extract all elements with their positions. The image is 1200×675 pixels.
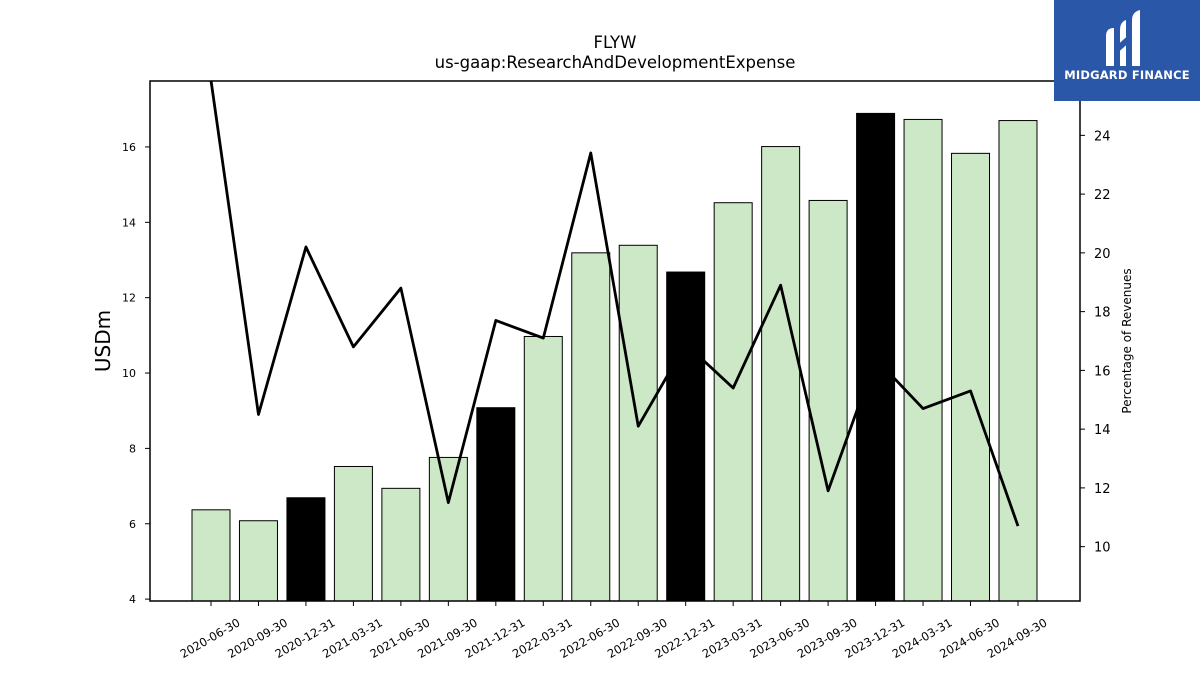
y-tick-label: 6 — [129, 518, 136, 531]
bar — [428, 456, 468, 602]
y2-tick-label: 14 — [1094, 423, 1111, 438]
bar — [333, 465, 373, 602]
y2-tick-label: 24 — [1094, 129, 1111, 144]
y-axis-label: USDm — [91, 310, 115, 372]
y-tick-label: 12 — [122, 292, 136, 305]
y2-tick-label: 10 — [1094, 541, 1111, 556]
y2-tick-label: 18 — [1094, 306, 1111, 321]
y2-axis-label: Percentage of Revenues — [1120, 268, 1134, 413]
bar — [191, 509, 231, 602]
midgard-finance-logo: MIDGARD FINANCE — [1054, 0, 1200, 101]
y-tick-label: 14 — [122, 216, 136, 229]
bars-group — [191, 112, 1038, 602]
line-group — [209, 80, 1020, 527]
logo-text: MIDGARD FINANCE — [1064, 68, 1190, 82]
logo-mark-icon — [1106, 10, 1140, 66]
chart-subtitle: us-gaap:ResearchAndDevelopmentExpense — [435, 53, 796, 72]
y-tick-label: 4 — [129, 593, 136, 606]
bar — [476, 407, 516, 602]
plot-frame — [149, 80, 1081, 602]
bar — [998, 120, 1038, 602]
bar — [951, 152, 991, 602]
y2-tick-label: 22 — [1094, 188, 1111, 203]
bar — [713, 202, 753, 602]
bar — [903, 118, 943, 602]
bar — [856, 112, 896, 602]
bar — [523, 335, 563, 602]
y-tick-label: 8 — [129, 442, 136, 455]
bar — [286, 497, 326, 602]
y2-tick-label: 16 — [1094, 364, 1111, 379]
bar — [761, 146, 801, 602]
bar — [666, 271, 706, 602]
bar — [238, 520, 278, 602]
bar — [381, 487, 421, 602]
y2-tick-label: 20 — [1094, 247, 1111, 262]
bar — [571, 252, 611, 602]
percentage-line — [209, 80, 1020, 527]
bar — [808, 199, 848, 602]
y2-tick-label: 12 — [1094, 482, 1111, 497]
y-tick-label: 16 — [122, 141, 136, 154]
y-tick-label: 10 — [122, 367, 136, 380]
chart-title: FLYW — [594, 33, 637, 52]
